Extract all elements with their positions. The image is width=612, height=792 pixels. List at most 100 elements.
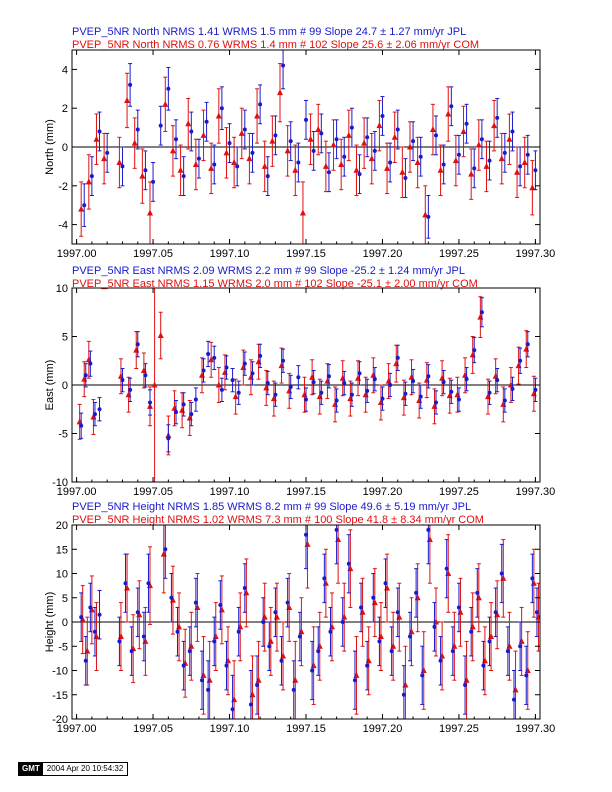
x-tick-label: 1997.25 [439, 486, 479, 498]
data-point [243, 589, 250, 596]
data-point [316, 642, 323, 649]
data-point [355, 374, 361, 381]
data-point [481, 657, 488, 664]
data-point [158, 123, 163, 128]
data-point [334, 137, 339, 142]
data-point [395, 127, 400, 132]
data-point [304, 117, 308, 122]
data-point [326, 170, 331, 175]
data-point [236, 629, 241, 634]
data-point [296, 375, 301, 380]
y-tick-label: -15 [52, 690, 68, 702]
data-point [187, 649, 192, 654]
y-axis-label: North (mm) [44, 119, 56, 175]
data-point [322, 576, 327, 581]
data-point [146, 581, 151, 586]
data-point [76, 418, 83, 425]
data-point [292, 166, 299, 173]
data-point [133, 346, 140, 353]
data-point [304, 532, 308, 537]
data-point [380, 113, 385, 118]
data-point [258, 353, 263, 358]
x-tick-label: 1997.00 [57, 486, 97, 498]
data-point [179, 406, 186, 413]
series-com [78, 63, 536, 244]
data-point [231, 696, 238, 703]
data-point [143, 373, 148, 378]
data-point [242, 361, 247, 366]
data-point [456, 152, 461, 157]
north-panel: PVEP_5NR North NRMS 1.41 WRMS 1.5 mm # 9… [44, 26, 555, 260]
data-point [389, 649, 394, 654]
data-point [434, 400, 438, 405]
data-point [380, 396, 385, 401]
data-point [322, 162, 329, 169]
data-point [298, 628, 305, 635]
data-point [493, 610, 498, 615]
data-point [273, 613, 280, 620]
data-point [193, 600, 198, 605]
data-point [232, 393, 239, 400]
data-point [277, 89, 283, 96]
data-point [338, 160, 345, 167]
data-point [267, 637, 274, 644]
data-point [335, 536, 342, 543]
data-point [212, 633, 219, 640]
data-point [265, 381, 270, 386]
data-point [142, 637, 149, 644]
data-point [347, 565, 354, 572]
data-point [157, 332, 164, 339]
data-point [342, 154, 347, 159]
data-point [181, 663, 186, 668]
data-point [483, 162, 490, 169]
data-point [181, 174, 186, 179]
x-tick-label: 1997.15 [286, 723, 326, 735]
data-point [492, 372, 499, 379]
data-point [329, 623, 335, 630]
data-point [472, 348, 477, 353]
data-point [246, 155, 253, 162]
data-point [411, 379, 416, 384]
x-tick-label: 1997.00 [57, 723, 97, 735]
data-point [181, 402, 186, 407]
data-point [341, 613, 348, 620]
y-tick-label: 0 [62, 617, 68, 629]
data-point [193, 397, 198, 402]
data-point [188, 642, 195, 649]
x-tick-label: 1997.05 [133, 723, 173, 735]
data-point [395, 610, 400, 615]
data-point [370, 371, 377, 378]
data-point [177, 166, 184, 173]
data-point [372, 377, 377, 382]
data-point [357, 172, 362, 177]
data-point [79, 615, 84, 620]
height-title-jpl: PVEP_5NR Height NRMS 1.85 WRMS 8.2 mm # … [72, 501, 471, 513]
data-point [324, 377, 331, 384]
data-point [330, 141, 337, 148]
data-point [418, 154, 423, 159]
data-point [97, 407, 102, 412]
data-point [365, 388, 370, 393]
data-point [353, 671, 360, 678]
data-point [445, 570, 452, 576]
data-point [255, 358, 262, 365]
data-point [401, 692, 406, 697]
north-title-com: PVEP_5NR North NRMS 0.76 WRMS 1.4 mm # 1… [72, 39, 479, 51]
y-axis-label: East (mm) [44, 360, 56, 411]
data-point [215, 381, 222, 388]
data-point [169, 147, 176, 154]
data-point [469, 351, 476, 358]
data-point [299, 209, 306, 216]
data-point [206, 676, 213, 683]
data-point [479, 310, 484, 315]
data-point [434, 133, 438, 138]
data-point [224, 663, 229, 668]
data-point [469, 629, 474, 634]
data-point [316, 649, 321, 654]
data-point [230, 378, 235, 383]
data-point [242, 127, 247, 132]
data-point [258, 102, 263, 107]
data-point [147, 209, 153, 216]
data-point [284, 147, 291, 154]
data-point [487, 390, 492, 395]
